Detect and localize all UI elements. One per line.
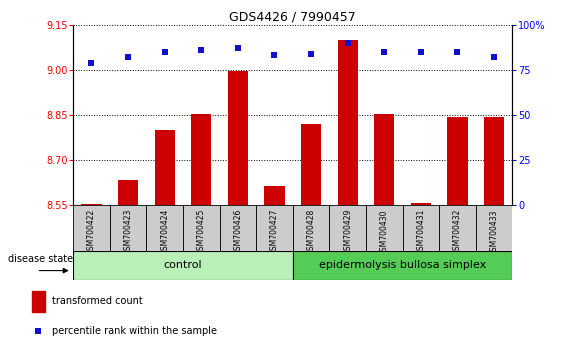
Point: [34, 328, 43, 334]
Text: GSM700422: GSM700422: [87, 209, 96, 255]
Text: transformed count: transformed count: [52, 296, 142, 307]
Text: GSM700427: GSM700427: [270, 209, 279, 255]
Bar: [301, 124, 321, 205]
Point: [306, 51, 315, 57]
Text: GSM700423: GSM700423: [124, 209, 132, 255]
Bar: [293, 205, 329, 251]
Bar: [366, 205, 403, 251]
Text: GSM700429: GSM700429: [343, 209, 352, 255]
Point: [270, 53, 279, 58]
Bar: [191, 114, 211, 205]
Bar: [484, 116, 504, 205]
Point: [160, 49, 169, 55]
Bar: [73, 205, 110, 251]
Text: epidermolysis bullosa simplex: epidermolysis bullosa simplex: [319, 261, 486, 270]
Point: [123, 55, 133, 60]
Bar: [476, 205, 512, 251]
Point: [489, 55, 499, 60]
Text: GSM700433: GSM700433: [490, 209, 498, 256]
Bar: [256, 205, 293, 251]
Text: GSM700431: GSM700431: [417, 209, 425, 255]
Point: [379, 49, 388, 55]
Bar: [265, 186, 284, 205]
Text: GSM700428: GSM700428: [307, 209, 315, 255]
Text: GSM700424: GSM700424: [160, 209, 169, 255]
Bar: [110, 205, 146, 251]
Point: [234, 45, 243, 51]
Bar: [338, 40, 358, 205]
Text: GSM700432: GSM700432: [453, 209, 462, 255]
Text: GSM700426: GSM700426: [234, 209, 242, 255]
Bar: [411, 203, 431, 205]
Text: percentile rank within the sample: percentile rank within the sample: [52, 326, 217, 336]
Bar: [293, 251, 512, 280]
Bar: [374, 114, 394, 205]
Bar: [155, 130, 175, 205]
Point: [343, 40, 352, 46]
Bar: [329, 205, 366, 251]
Bar: [146, 205, 183, 251]
Point: [87, 60, 96, 65]
Point: [417, 49, 426, 55]
Point: [453, 49, 462, 55]
Text: control: control: [164, 261, 202, 270]
Text: GSM700430: GSM700430: [380, 209, 388, 256]
Bar: [32, 291, 45, 312]
Bar: [220, 205, 256, 251]
Bar: [183, 205, 220, 251]
Bar: [82, 204, 101, 205]
Text: disease state: disease state: [8, 254, 73, 264]
Bar: [403, 205, 439, 251]
Title: GDS4426 / 7990457: GDS4426 / 7990457: [229, 11, 356, 24]
Bar: [73, 251, 293, 280]
Point: [197, 47, 206, 53]
Bar: [448, 116, 467, 205]
Text: GSM700425: GSM700425: [197, 209, 205, 255]
Bar: [228, 70, 248, 205]
Bar: [439, 205, 476, 251]
Bar: [118, 180, 138, 205]
